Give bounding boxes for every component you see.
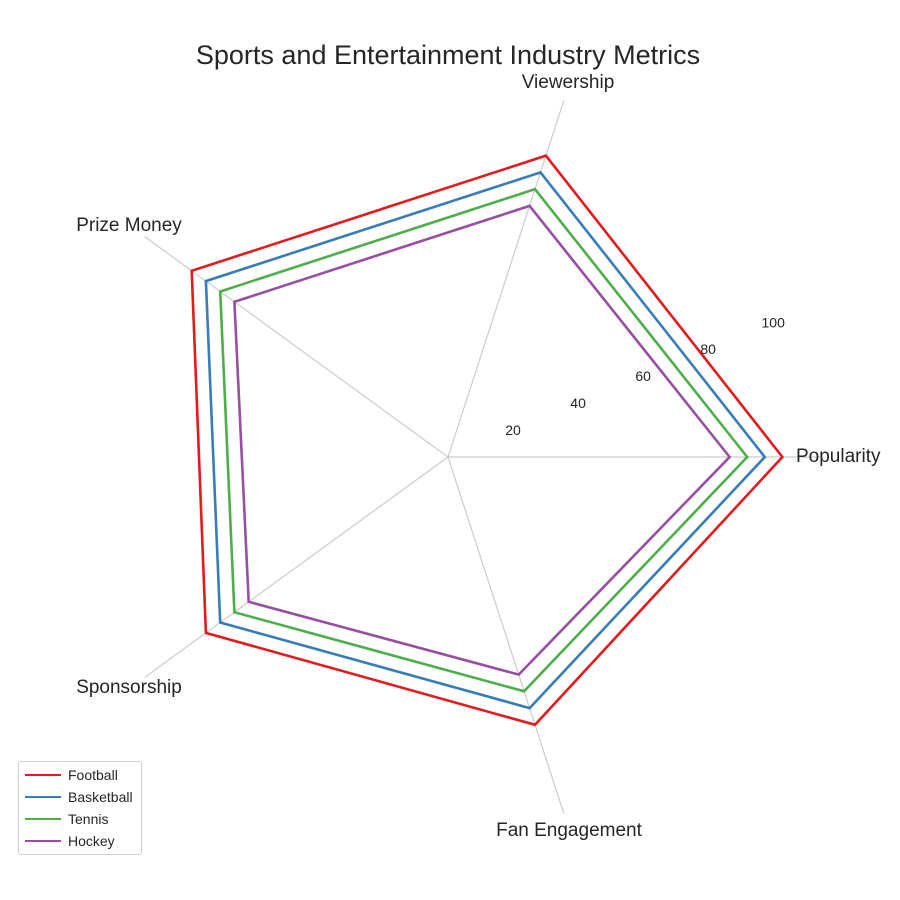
spokes bbox=[144, 100, 823, 814]
axis-label-viewership: Viewership bbox=[522, 72, 615, 93]
legend-label: Hockey bbox=[68, 833, 115, 849]
axis-label-popularity: Popularity bbox=[796, 446, 881, 467]
spoke-prize-money bbox=[447, 456, 565, 814]
legend-item-football: Football bbox=[19, 764, 141, 786]
legend-label: Football bbox=[68, 767, 118, 783]
axis-label-sponsorship: Sponsorship bbox=[76, 677, 182, 698]
legend-label: Tennis bbox=[68, 811, 109, 827]
tick-label-60: 60 bbox=[635, 368, 651, 384]
chart-title: Sports and Entertainment Industry Metric… bbox=[196, 40, 700, 70]
legend-item-tennis: Tennis bbox=[19, 808, 141, 830]
tick-label-80: 80 bbox=[700, 341, 716, 357]
spoke-viewership bbox=[447, 100, 565, 458]
series-basketball bbox=[204, 170, 767, 710]
legend-swatch bbox=[25, 796, 61, 798]
series-football bbox=[190, 154, 785, 727]
spoke-fan-engagement bbox=[144, 236, 449, 458]
legend-swatch bbox=[25, 840, 61, 842]
series-hockey bbox=[233, 204, 732, 677]
legend-label: Basketball bbox=[68, 789, 133, 805]
axis-label-prize-money: Prize Money bbox=[76, 215, 182, 236]
legend: Football Basketball Tennis Hockey bbox=[18, 761, 142, 855]
axis-labels: Popularity Viewership Fan Engagement Sponso… bbox=[76, 72, 881, 841]
series-tennis bbox=[218, 187, 749, 693]
spoke-sponsorship bbox=[144, 456, 449, 678]
legend-swatch bbox=[25, 774, 61, 776]
legend-item-hockey: Hockey bbox=[19, 830, 141, 852]
tick-label-20: 20 bbox=[505, 422, 521, 438]
tick-label-100: 100 bbox=[762, 314, 786, 330]
tick-label-40: 40 bbox=[570, 395, 586, 411]
radial-ticks: 20 40 60 80 100 bbox=[505, 314, 785, 438]
series-group bbox=[190, 154, 785, 727]
axis-label-fan-engagement: Fan Engagement bbox=[496, 820, 642, 841]
legend-item-basketball: Basketball bbox=[19, 786, 141, 808]
legend-swatch bbox=[25, 818, 61, 820]
